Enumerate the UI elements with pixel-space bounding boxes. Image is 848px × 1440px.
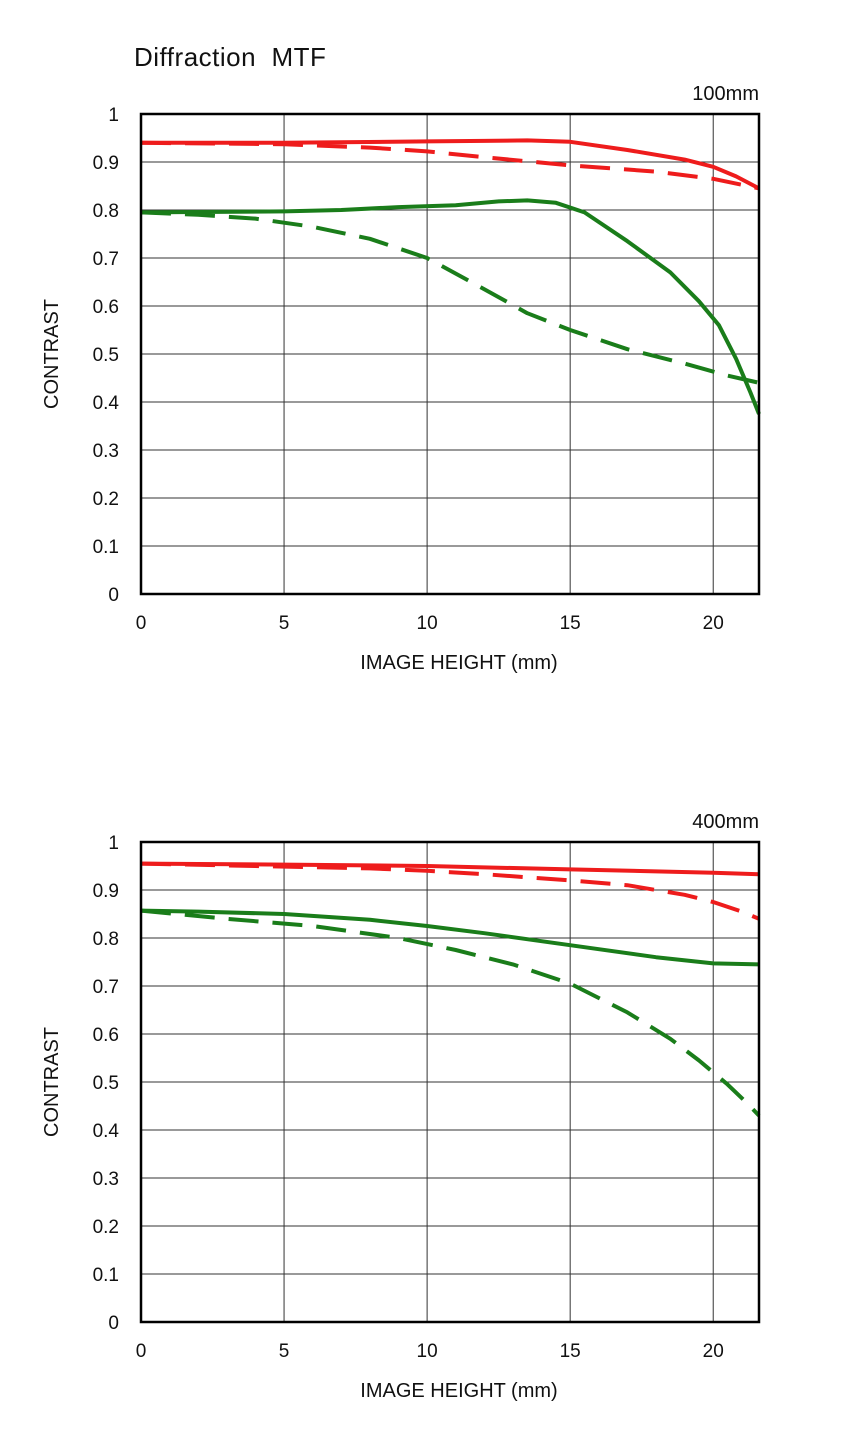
series-green-dashed: [140, 210, 760, 385]
x-axis-label: IMAGE HEIGHT (mm): [360, 1380, 557, 1402]
y-tick-label: 0: [108, 1313, 119, 1334]
series-green-solid: [140, 198, 761, 415]
y-tick-label: 0.2: [93, 1217, 119, 1238]
y-axis-label: CONTRAST: [41, 299, 63, 409]
y-tick-label: 0.6: [93, 1025, 119, 1046]
series-green-solid: [140, 908, 760, 967]
series-green-dashed: [140, 908, 761, 1117]
y-tick-label: 0.4: [93, 1121, 120, 1142]
y-tick-label: 1: [108, 833, 119, 854]
focal-length-label: 400mm: [692, 811, 759, 833]
y-axis-label: CONTRAST: [41, 1027, 63, 1137]
page-title: Diffraction MTF: [134, 42, 327, 72]
x-tick-label: 10: [417, 1341, 438, 1362]
series-red-solid: [141, 138, 760, 191]
y-tick-label: 0.1: [93, 537, 119, 558]
y-tick-label: 0.7: [93, 249, 119, 270]
x-tick-label: 15: [560, 1341, 581, 1362]
x-tick-label: 20: [703, 1341, 724, 1362]
series-red-dashed: [140, 861, 760, 921]
x-tick-label: 5: [279, 1341, 290, 1362]
y-tick-label: 0.2: [93, 489, 119, 510]
series-red-dashed: [140, 140, 760, 191]
y-tick-label: 0.8: [93, 201, 119, 222]
y-tick-label: 1: [108, 105, 119, 126]
x-tick-label: 20: [703, 613, 724, 634]
y-tick-label: 0.4: [93, 393, 120, 414]
y-tick-label: 0.9: [93, 153, 119, 174]
y-tick-label: 0.7: [93, 977, 119, 998]
x-tick-label: 0: [136, 1341, 147, 1362]
y-tick-label: 0.6: [93, 297, 119, 318]
y-tick-label: 0.3: [93, 1169, 119, 1190]
plot-frame: [139, 840, 761, 1324]
plot-frame: [139, 112, 761, 596]
y-tick-label: 0.5: [93, 1073, 119, 1094]
y-tick-label: 0.5: [93, 345, 119, 366]
y-tick-label: 0.3: [93, 441, 119, 462]
y-tick-label: 0: [108, 585, 119, 606]
x-tick-label: 0: [136, 613, 147, 634]
y-tick-label: 0.1: [93, 1265, 119, 1286]
x-tick-label: 10: [417, 613, 438, 634]
mtf-chart-100mm: 00.10.20.30.40.50.60.70.80.910 5 10 15 20100…: [41, 83, 761, 674]
x-axis-label: IMAGE HEIGHT (mm): [360, 652, 557, 674]
x-tick-label: 5: [279, 613, 290, 634]
focal-length-label: 100mm: [692, 83, 759, 105]
x-tick-label: 15: [560, 613, 581, 634]
mtf-chart-400mm: 00.10.20.30.40.50.60.70.80.910 5 10 15 20400…: [41, 811, 761, 1402]
series-red-solid: [140, 861, 760, 877]
y-tick-label: 0.8: [93, 929, 119, 950]
y-tick-label: 0.9: [93, 881, 119, 902]
